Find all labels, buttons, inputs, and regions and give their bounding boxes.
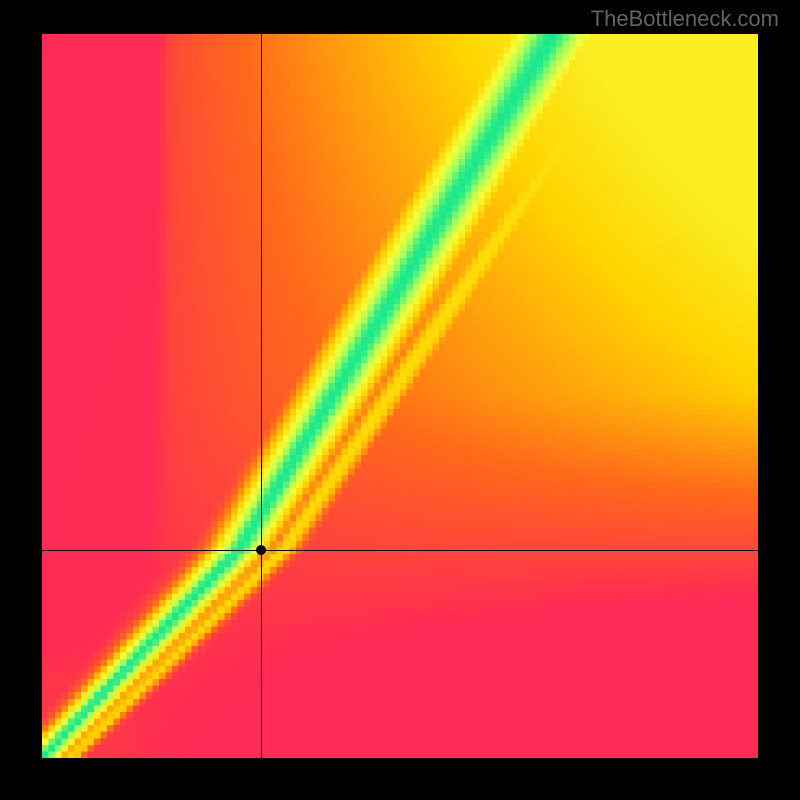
bottleneck-heatmap: [42, 34, 758, 758]
crosshair-horizontal: [42, 550, 758, 551]
crosshair-vertical: [261, 34, 262, 758]
watermark-text: TheBottleneck.com: [591, 6, 779, 32]
